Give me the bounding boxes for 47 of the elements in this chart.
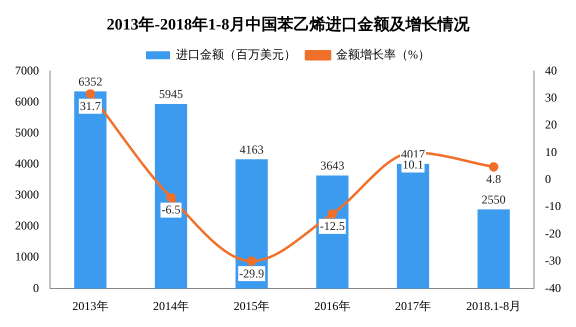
y2-tick-label: 0 xyxy=(545,172,552,186)
legend-label: 金额增长率（%） xyxy=(336,47,430,62)
y-tick-label: 5000 xyxy=(15,125,39,140)
y-tick-label: 3000 xyxy=(15,188,39,202)
y-tick-label: 6000 xyxy=(15,94,39,108)
data-label: 4.8 xyxy=(486,172,502,186)
point xyxy=(328,209,338,219)
y-tick-label: 0 xyxy=(33,280,39,295)
y2-tick-label: -30 xyxy=(545,254,562,268)
data-label: 4163 xyxy=(240,142,264,156)
data-label: -6.5 xyxy=(162,202,180,217)
x-tick-label: 2013年 xyxy=(72,298,108,313)
bar xyxy=(478,209,510,289)
data-label: 5945 xyxy=(159,87,183,102)
y2-tick-label: -40 xyxy=(545,280,562,295)
x-tick-label: 2015年 xyxy=(234,298,270,313)
point xyxy=(488,162,498,172)
bar xyxy=(236,159,268,289)
y-tick-label: 1000 xyxy=(15,250,39,264)
bar xyxy=(316,175,348,289)
data-label: 6352 xyxy=(78,74,102,88)
y2-tick-label: 30 xyxy=(545,90,558,105)
x-tick-label: 2014年 xyxy=(153,298,189,313)
point xyxy=(246,256,256,266)
bar xyxy=(154,104,188,289)
x-tick-label: 2017年 xyxy=(395,298,432,313)
y-tick-label: 2000 xyxy=(15,218,39,233)
legend-label: 进口金额（百万美元） xyxy=(176,47,296,62)
data-label: 31.7 xyxy=(80,98,101,113)
x-tick-label: 2018.1-8月 xyxy=(466,298,522,313)
y-tick-label: 4000 xyxy=(15,156,39,171)
data-label: -29.9 xyxy=(239,266,264,280)
point xyxy=(86,89,96,99)
data-label: 10.1 xyxy=(402,158,424,172)
y2-tick-label: -10 xyxy=(545,199,562,214)
y2-tick-label: -20 xyxy=(545,226,562,240)
bar xyxy=(74,91,106,289)
y2-tick-label: 20 xyxy=(545,118,558,132)
data-label: 3643 xyxy=(320,158,344,173)
chart-title: 2013年-2018年1-8月中国苯乙烯进口金额及增长情况 xyxy=(106,16,470,34)
data-label: -12.5 xyxy=(320,219,345,234)
y-tick-label: 7000 xyxy=(15,63,39,78)
y2-tick-label: 40 xyxy=(545,63,558,78)
data-label: 2550 xyxy=(482,192,506,207)
x-tick-label: 2016年 xyxy=(314,298,350,313)
y2-tick-label: 10 xyxy=(545,144,558,159)
point xyxy=(166,192,176,202)
